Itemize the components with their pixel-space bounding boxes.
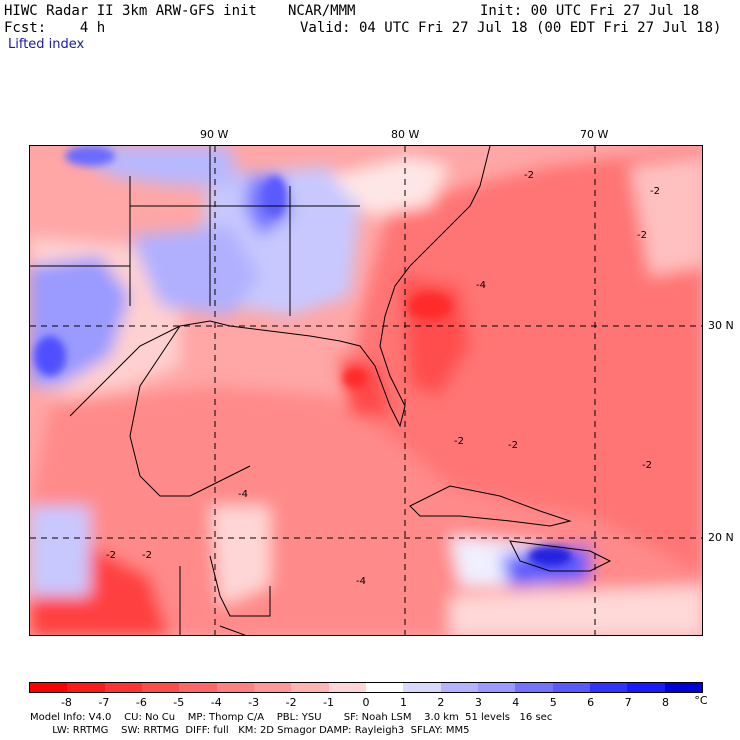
colorbar-swatch: [664, 683, 702, 692]
colorbar-swatch: [403, 683, 441, 692]
colorbar-label: -4: [210, 696, 222, 709]
colorbar-swatch: [253, 683, 292, 692]
contour-label: -2: [142, 550, 152, 561]
colorbar-swatch: [477, 683, 516, 692]
colorbar-label: 7: [624, 696, 632, 709]
contour-label: -2: [524, 170, 534, 181]
model-info-line1: Model Info: V4.0 CU: No Cu MP: Thomp C/A…: [30, 712, 553, 723]
colorbar-swatch: [627, 683, 665, 692]
contour-label: -2: [454, 436, 464, 447]
colorbar-swatch: [365, 683, 404, 692]
model-info-line2: LW: RRTMG SW: RRTMG DIFF: full KM: 2D Sm…: [30, 725, 470, 736]
contour-label: -2: [508, 440, 518, 451]
lon-tick-70w: 70 W: [580, 128, 609, 141]
valid-time: Valid: 04 UTC Fri 27 Jul 18 (00 EDT Fri …: [300, 20, 722, 36]
field-shading: [30, 146, 702, 635]
colorbar-swatch: [515, 683, 553, 692]
contour-label: -2: [637, 230, 647, 241]
colorbar-label: -6: [135, 696, 147, 709]
colorbar-swatch: [328, 683, 366, 692]
lon-tick-80w: 80 W: [391, 128, 420, 141]
contour-label: -2: [106, 550, 116, 561]
colorbar-swatch: [216, 683, 254, 692]
colorbar-label: 2: [437, 696, 445, 709]
lifted-index-map: -2 -2 -2 -4 -2 -2 -2 -4 -2 -4 -2: [29, 145, 703, 636]
colorbar-swatch: [552, 683, 590, 692]
colorbar-label: -5: [173, 696, 185, 709]
colorbar-swatch: [104, 683, 142, 692]
colorbar-label: -7: [98, 696, 110, 709]
colorbar-label: 5: [549, 696, 557, 709]
coastlines: [30, 146, 612, 635]
colorbar-label: -3: [248, 696, 260, 709]
lat-tick-20n: 20 N: [708, 531, 734, 544]
init-time: Init: 00 UTC Fri 27 Jul 18: [480, 3, 700, 19]
contour-label: -4: [238, 489, 248, 500]
field-name: Lifted index: [8, 37, 85, 52]
title-left: HIWC Radar II 3km ARW-GFS init: [4, 3, 257, 19]
forecast-hour: Fcst: 4 h: [4, 20, 106, 36]
colorbar-label: 1: [399, 696, 407, 709]
colorbar-label: 6: [587, 696, 595, 709]
lon-tick-90w: 90 W: [200, 128, 229, 141]
contour-label: -2: [642, 460, 652, 471]
colorbar-label: 8: [662, 696, 670, 709]
field-detail: [34, 146, 572, 566]
colorbar-swatch: [67, 683, 105, 692]
colorbar-label: 0: [362, 696, 370, 709]
lat-tick-30n: 30 N: [708, 319, 734, 332]
colorbar-label: 3: [474, 696, 482, 709]
contour-label: -2: [650, 186, 660, 197]
contour-label: -4: [356, 576, 366, 587]
colorbar-swatch: [440, 683, 478, 692]
colorbar-label: -8: [60, 696, 72, 709]
colorbar-swatch: [179, 683, 217, 692]
contour-labels: -2 -2 -2 -4 -2 -2 -2 -4 -2 -4 -2: [106, 170, 660, 587]
colorbar: [29, 682, 703, 693]
graticule: [30, 146, 702, 635]
colorbar-label: -1: [323, 696, 335, 709]
colorbar-swatch: [291, 683, 329, 692]
contour-label: -4: [476, 280, 486, 291]
map-field-svg: -2 -2 -2 -4 -2 -2 -2 -4 -2 -4 -2: [30, 146, 702, 635]
colorbar-swatch: [30, 683, 68, 692]
colorbar-label: 4: [512, 696, 520, 709]
colorbar-swatch: [589, 683, 628, 692]
colorbar-unit: °C: [694, 694, 708, 707]
title-source: NCAR/MMM: [288, 3, 356, 19]
colorbar-label: -2: [285, 696, 297, 709]
colorbar-swatch: [141, 683, 180, 692]
